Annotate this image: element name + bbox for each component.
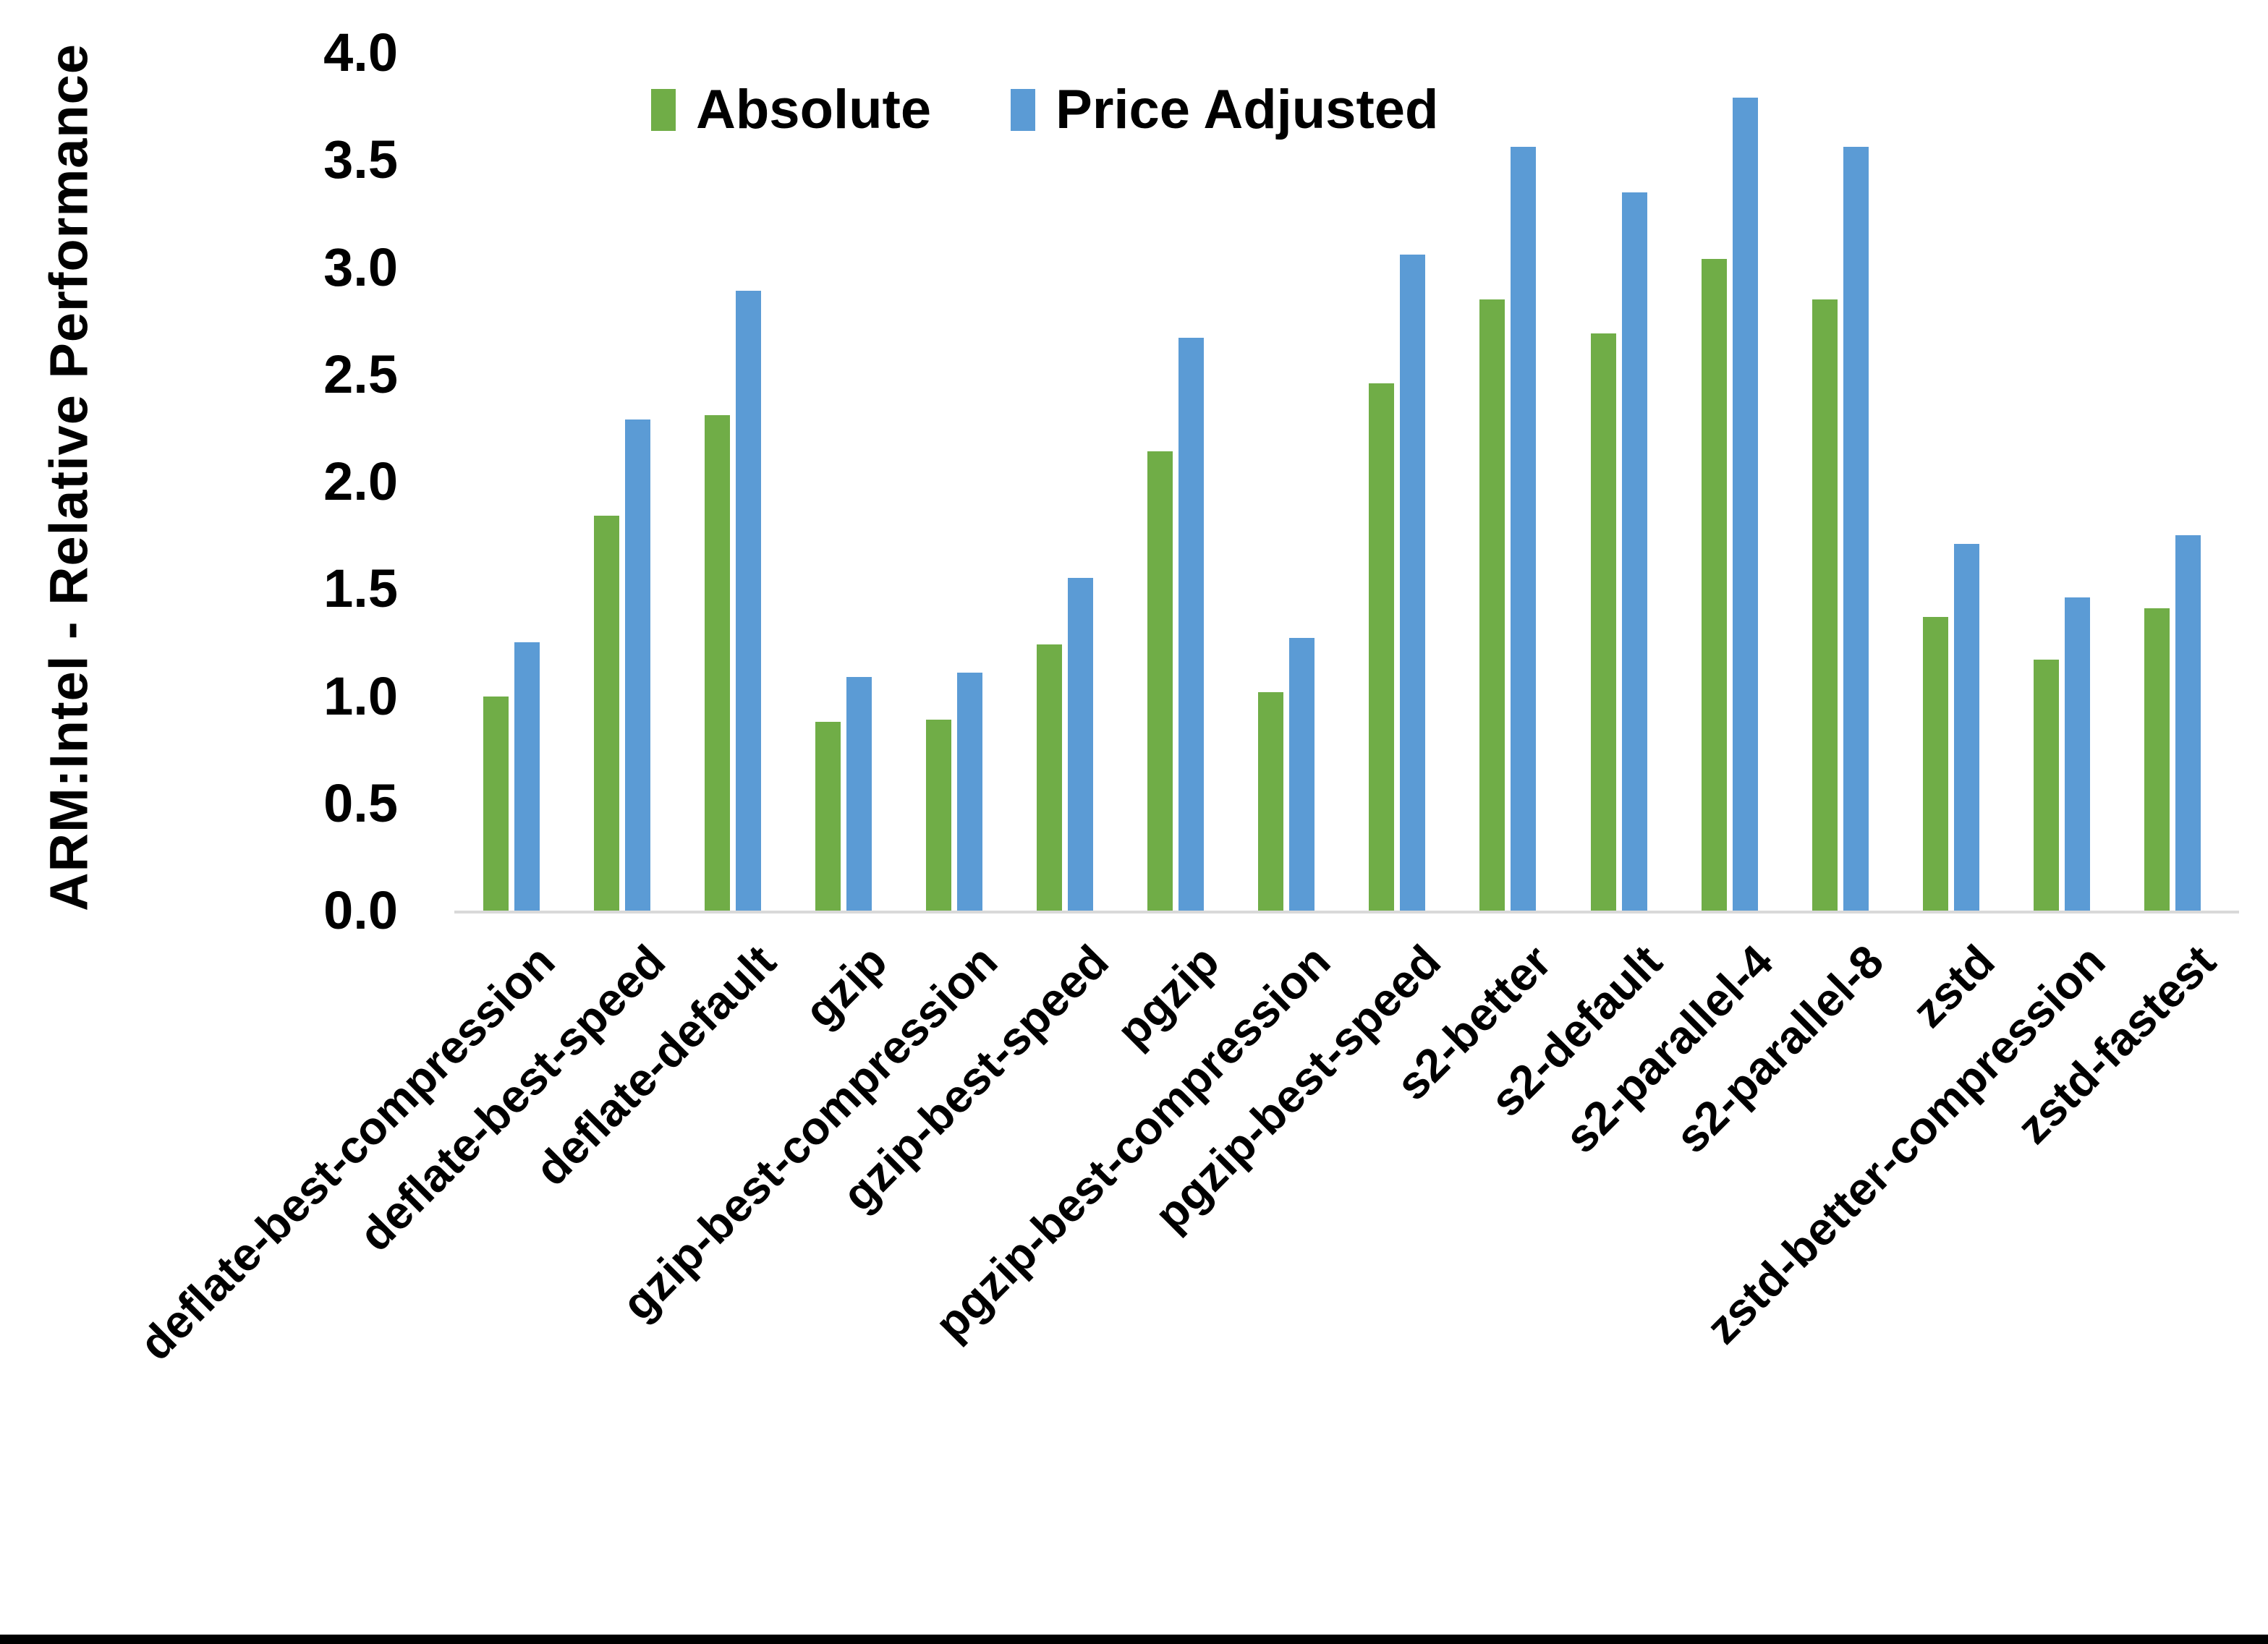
bar-absolute-pgzip-best-speed bbox=[1369, 383, 1395, 911]
legend-label: Absolute bbox=[696, 79, 932, 140]
chart-legend: Absolute Price Adjusted bbox=[651, 78, 1518, 141]
legend-label: Price Adjusted bbox=[1056, 79, 1439, 140]
bar-absolute-gzip-best-compression bbox=[925, 720, 951, 911]
bar-price-adjusted-gzip-best-speed bbox=[1068, 578, 1093, 911]
bar-price-adjusted-deflate-best-compression bbox=[514, 642, 540, 911]
bar-absolute-gzip bbox=[815, 722, 841, 911]
bar-absolute-zstd-better-compression bbox=[2033, 660, 2059, 911]
bar-price-adjusted-zstd-better-compression bbox=[2064, 597, 2090, 911]
bar-price-adjusted-pgzip bbox=[1178, 338, 1205, 911]
bar-price-adjusted-pgzip-best-speed bbox=[1400, 254, 1426, 911]
bar-price-adjusted-s2-parallel-4 bbox=[1732, 98, 1758, 911]
bar-price-adjusted-deflate-best-speed bbox=[624, 419, 650, 911]
bar-price-adjusted-s2-parallel-8 bbox=[1843, 147, 1869, 911]
y-tick-label-2.0: 2.0 bbox=[323, 451, 398, 511]
bar-absolute-gzip-best-speed bbox=[1037, 644, 1062, 911]
bar-absolute-pgzip bbox=[1147, 451, 1173, 911]
bar-price-adjusted-zstd bbox=[1953, 543, 1979, 911]
bar-absolute-s2-better bbox=[1479, 299, 1505, 911]
bar-price-adjusted-gzip-best-compression bbox=[956, 672, 982, 911]
bar-absolute-deflate-best-speed bbox=[593, 516, 619, 911]
x-axis-line bbox=[454, 911, 2239, 913]
bar-price-adjusted-s2-default bbox=[1621, 192, 1647, 911]
y-axis-title: ARM:Intel - Relative Performance bbox=[38, 43, 99, 911]
y-tick-label-0.0: 0.0 bbox=[323, 880, 398, 940]
bar-absolute-pgzip-best-compression bbox=[1258, 691, 1284, 911]
legend-swatch-icon bbox=[1011, 88, 1036, 131]
bar-price-adjusted-s2-better bbox=[1511, 147, 1537, 911]
legend-swatch-icon bbox=[651, 88, 676, 131]
bar-absolute-s2-parallel-8 bbox=[1812, 299, 1838, 911]
bottom-border bbox=[0, 1635, 2268, 1644]
bar-price-adjusted-gzip bbox=[846, 676, 872, 911]
bar-absolute-deflate-best-compression bbox=[483, 696, 509, 911]
y-tick-label-2.5: 2.5 bbox=[323, 344, 398, 404]
bar-absolute-zstd bbox=[1922, 616, 1948, 911]
bar-price-adjusted-pgzip-best-compression bbox=[1289, 638, 1315, 911]
y-tick-label-0.5: 0.5 bbox=[323, 772, 398, 833]
bar-absolute-zstd-fastest bbox=[2144, 608, 2170, 911]
y-tick-label-1.5: 1.5 bbox=[323, 558, 398, 619]
bar-absolute-deflate-default bbox=[704, 415, 730, 911]
legend-item-price-adjusted: Price Adjusted bbox=[1011, 78, 1438, 141]
legend-item-absolute: Absolute bbox=[651, 78, 931, 141]
bar-price-adjusted-zstd-fastest bbox=[2175, 535, 2201, 911]
y-tick-label-1.0: 1.0 bbox=[323, 665, 398, 726]
bar-absolute-s2-parallel-4 bbox=[1701, 258, 1727, 911]
y-tick-label-3.5: 3.5 bbox=[323, 129, 398, 190]
y-tick-label-4.0: 4.0 bbox=[323, 22, 398, 82]
bar-price-adjusted-deflate-default bbox=[735, 291, 761, 911]
category-label-deflate-best-compression: deflate-best-compression bbox=[129, 934, 565, 1371]
y-tick-label-3.0: 3.0 bbox=[323, 237, 398, 297]
bar-absolute-s2-default bbox=[1590, 333, 1616, 911]
